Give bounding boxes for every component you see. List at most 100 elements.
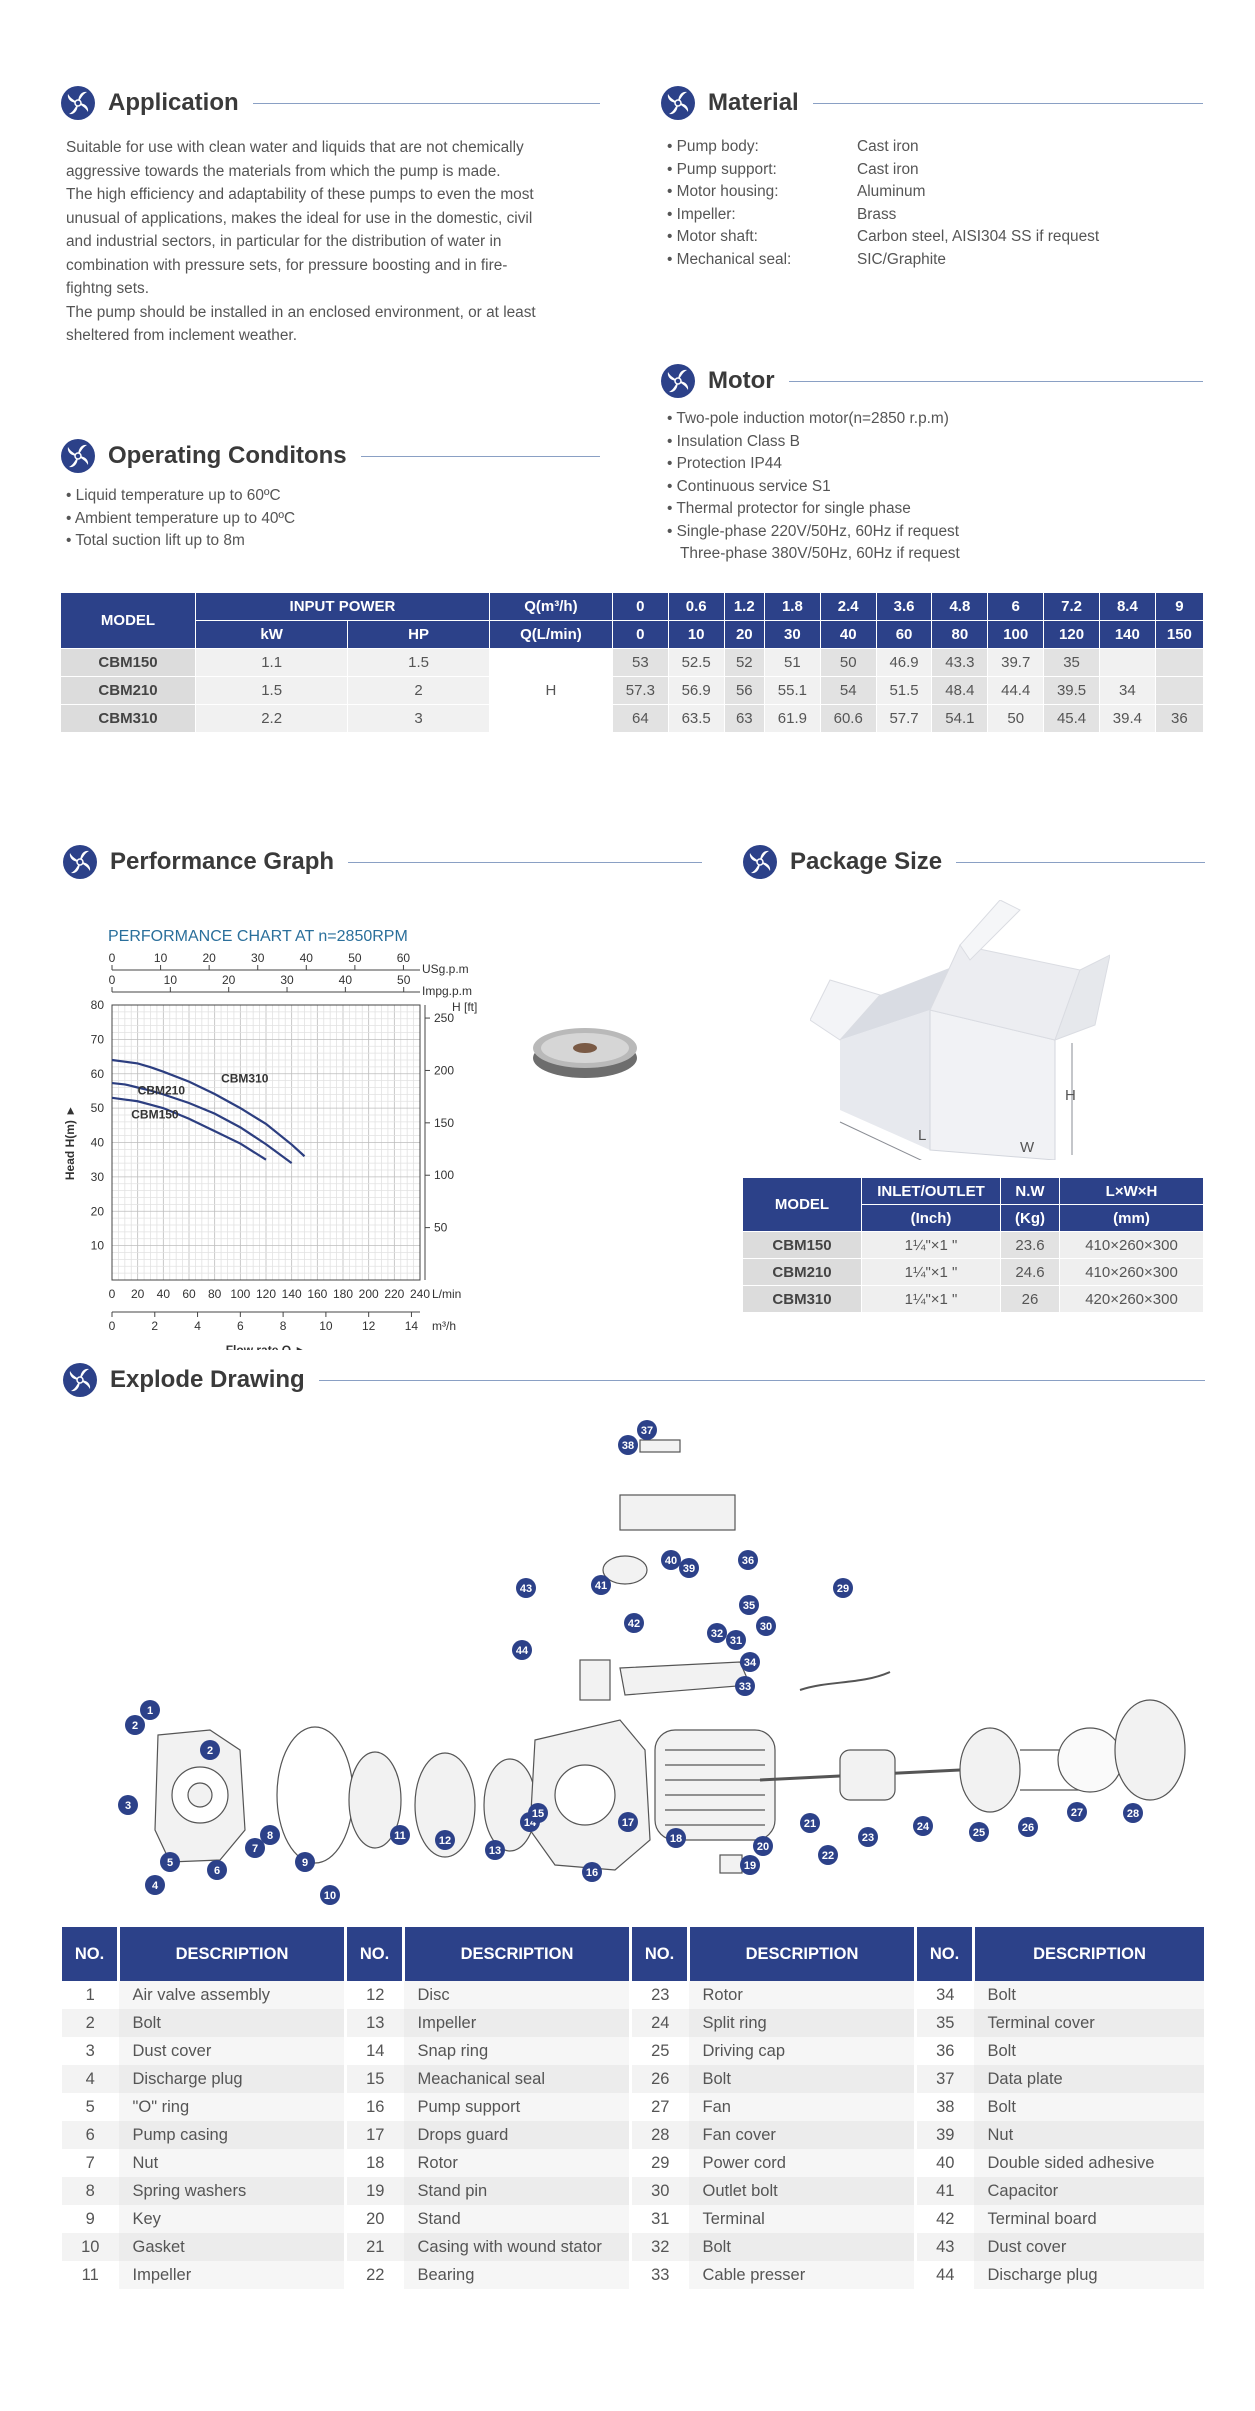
callout-badge [390,1825,410,1845]
head-cell: 48.4 [931,676,989,705]
inch-header: (Inch) [861,1204,1001,1232]
x-tick-label: 100 [230,1287,250,1301]
q-lmin-header: Q(L/min) [488,620,613,649]
flow-m3h-cell: 9 [1154,592,1205,621]
part-callout: 30 [756,1616,776,1636]
usgpm-tick-label: 50 [348,951,362,965]
part-callout: 17 [618,1812,638,1832]
callout-number: 21 [804,1818,816,1830]
io-cell: 1¼"×1 " [861,1258,1001,1286]
callout-number: 17 [622,1817,634,1829]
callout-badge [740,1652,760,1672]
material-row: • Mechanical seal: SIC/Graphite [667,249,1099,272]
head-cell [1098,648,1156,677]
part-number: 42 [915,2205,974,2233]
callout-badge [913,1816,933,1836]
head-cell: 46.9 [875,648,933,677]
callout-badge [320,1885,340,1905]
part-callout: 2 [200,1740,220,1760]
part-description: "O" ring [118,2093,347,2121]
parts-row: 4 Discharge plug 15 Meachanical seal 26 Bolt 3… [62,2065,1204,2093]
head-cell [1154,676,1205,705]
callout-badge [740,1855,760,1875]
part-callout: 33 [735,1676,755,1696]
part-number: 23 [630,1981,689,2009]
part-callout: 4 [145,1875,165,1895]
callout-badge [858,1827,878,1847]
heading-rule [348,861,702,863]
flow-lmin-cell: 120 [1043,620,1100,649]
text-line: The pump should be installed in an enclo… [66,303,536,321]
part-description: Bolt [688,2233,917,2261]
part-description: Disc [403,1981,632,2009]
brand-logo-icon [62,1362,98,1398]
text-line: unusual of applications, makes the ideal… [66,209,533,227]
nw-cell: 24.6 [1000,1258,1060,1286]
part-number: 44 [915,2261,974,2289]
head-cell: 61.9 [763,704,821,733]
brand-logo-icon [62,844,98,880]
flow-m3h-cell: 6 [987,592,1045,621]
head-cell: 43.3 [931,648,989,677]
callout-number: 43 [520,1583,532,1595]
part-description: Fan cover [688,2121,917,2149]
head-cell: 64 [611,704,669,733]
part-number: 37 [915,2065,974,2093]
flow-m3h-cell: 1.2 [723,592,765,621]
x-tick-label: 200 [359,1287,379,1301]
callout-badge [207,1860,227,1880]
material-title: Material [708,89,799,116]
size-cell: 420×260×300 [1059,1285,1204,1313]
flow-lmin-cell: 40 [819,620,877,649]
part-description: Drops guard [403,2121,632,2149]
material-value: Carbon steel, AISI304 SS if request [857,228,1100,245]
x-tick-label: 40 [157,1287,171,1301]
explode-heading: Explode Drawing [62,1360,1205,1400]
q-m3h-header: Q(m³/h) [488,592,613,621]
callout-number: 34 [744,1657,757,1669]
flow-m3h-cell: 8.4 [1098,592,1156,621]
part-number: 10 [62,2233,119,2261]
usgpm-tick-label: 40 [300,951,314,965]
chart-title: PERFORMANCE CHART AT n=2850RPM [108,928,408,945]
kw-cell: 2.2 [194,704,349,733]
callout-number: 36 [742,1555,754,1567]
callout-number: 39 [683,1563,695,1575]
head-cell: 36 [1154,704,1205,733]
part-description: Rotor [403,2149,632,2177]
callout-badge [295,1852,315,1872]
flow-m3h-cell: 2.4 [819,592,877,621]
impeller-photo [515,1008,655,1093]
operating-item: • Ambient temperature up to 40ºC [66,509,296,527]
callout-badge [735,1676,755,1696]
box-face [930,1010,1055,1160]
callout-badge [969,1822,989,1842]
part-description: Nut [973,2121,1204,2149]
application-text: Suitable for use with clean water and li… [66,136,586,348]
part-callout: 38 [618,1435,638,1455]
hp-cell: 3 [347,704,490,733]
part-description: Key [118,2205,347,2233]
callout-number: 2 [207,1745,213,1757]
callout-badge [125,1715,145,1735]
part-callout: 34 [740,1652,760,1672]
part-number: 32 [630,2233,689,2261]
rotor-part [839,1749,896,1801]
usgpm-tick-label: 20 [202,951,216,965]
no-header: NO. [630,1927,690,1981]
h-label-cell: H [488,648,613,733]
part-callout: 22 [818,1845,838,1865]
part-number: 9 [62,2205,119,2233]
callout-badge [618,1812,638,1832]
callout-number: 41 [595,1580,607,1592]
part-callout: 7 [245,1838,265,1858]
operating-title: Operating Conditons [108,442,347,469]
part-number: 20 [345,2205,404,2233]
box-flap [810,979,881,1041]
head-cell [1154,648,1205,677]
part-callout: 9 [295,1852,315,1872]
text-line: combination with pressure sets, for pres… [66,256,508,274]
chart-series [111,1058,306,1165]
chart-axes [111,965,430,1317]
inlet-header: INLET/OUTLET [861,1177,1001,1205]
